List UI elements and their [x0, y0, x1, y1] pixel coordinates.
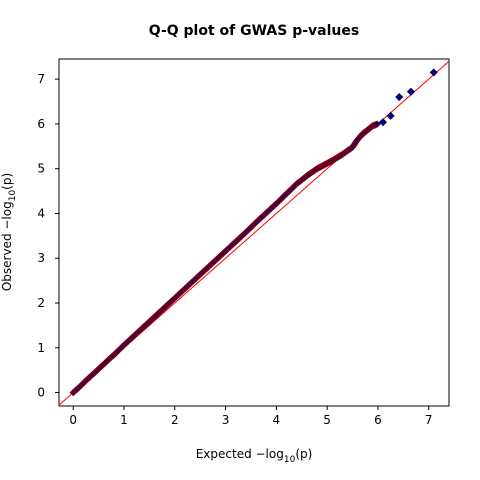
x-tick-label: 6 [374, 413, 382, 427]
x-tick-label: 1 [120, 413, 128, 427]
x-tick-label: 4 [273, 413, 281, 427]
y-tick-label: 0 [37, 386, 45, 400]
plot-frame [58, 58, 450, 407]
x-tick-label: 2 [171, 413, 179, 427]
plot-area: 0 1 2 3 4 5 6 7 0 1 2 3 4 5 6 7 [37, 58, 450, 427]
qq-point [395, 93, 404, 102]
qq-point [429, 68, 438, 77]
y-tick-label: 7 [37, 72, 45, 86]
y-tick-label: 5 [37, 162, 45, 176]
y-tick-label: 4 [37, 206, 45, 220]
y-axis-label: Observed −log10(p) [0, 173, 18, 291]
y-tick-label: 1 [37, 341, 45, 355]
qq-point [386, 111, 395, 120]
x-tick-label: 3 [222, 413, 230, 427]
x-tick-label: 7 [425, 413, 433, 427]
qq-point [373, 120, 381, 128]
qq-point [378, 118, 388, 127]
y-tick-label: 3 [37, 251, 45, 265]
qq-point [406, 87, 415, 96]
y-tick-label: 2 [37, 296, 45, 310]
x-tick-label: 0 [69, 413, 77, 427]
x-axis-label: Expected −log10(p) [196, 447, 313, 465]
y-tick-label: 6 [37, 117, 45, 131]
chart-title: Q-Q plot of GWAS p-values [149, 23, 359, 39]
x-tick-label: 5 [323, 413, 331, 427]
